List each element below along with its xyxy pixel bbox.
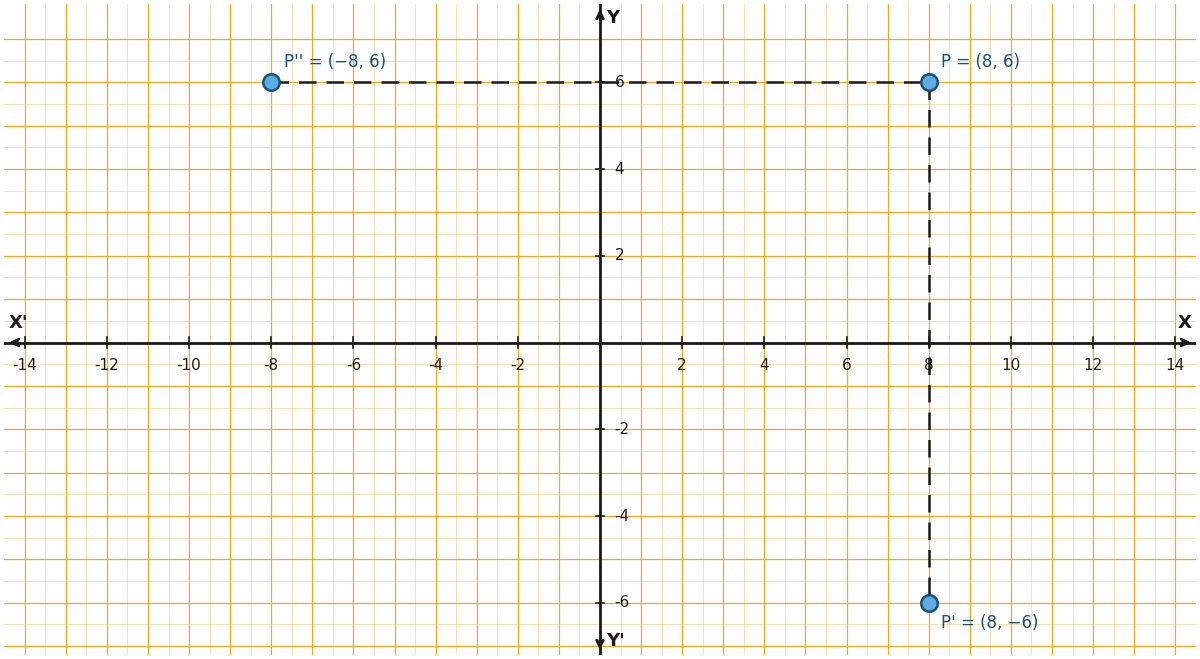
Text: P = (8, 6): P = (8, 6)	[941, 53, 1020, 71]
Text: 14: 14	[1165, 358, 1184, 373]
Text: 4: 4	[614, 161, 624, 177]
Text: X': X'	[8, 314, 28, 331]
Text: -14: -14	[12, 358, 37, 373]
Text: -4: -4	[614, 509, 630, 523]
Text: 4: 4	[760, 358, 769, 373]
Point	[262, 77, 281, 88]
Text: 6: 6	[841, 358, 852, 373]
Text: -12: -12	[95, 358, 119, 373]
Text: 6: 6	[614, 74, 624, 90]
Text: 8: 8	[924, 358, 934, 373]
Text: 12: 12	[1084, 358, 1103, 373]
Text: 2: 2	[614, 248, 624, 263]
Text: P' = (8, −6): P' = (8, −6)	[941, 614, 1038, 631]
Text: -2: -2	[614, 422, 630, 437]
Text: -2: -2	[510, 358, 526, 373]
Text: -10: -10	[176, 358, 202, 373]
Text: Y: Y	[606, 9, 619, 26]
Point	[919, 77, 938, 88]
Text: -4: -4	[428, 358, 443, 373]
Point	[919, 598, 938, 608]
Text: Y': Y'	[606, 633, 625, 650]
Text: -8: -8	[264, 358, 278, 373]
Text: -6: -6	[614, 595, 630, 610]
Text: X: X	[1178, 314, 1192, 331]
Text: 10: 10	[1001, 358, 1020, 373]
Text: P'' = (−8, 6): P'' = (−8, 6)	[283, 53, 385, 71]
Text: -6: -6	[346, 358, 361, 373]
Text: 2: 2	[677, 358, 686, 373]
